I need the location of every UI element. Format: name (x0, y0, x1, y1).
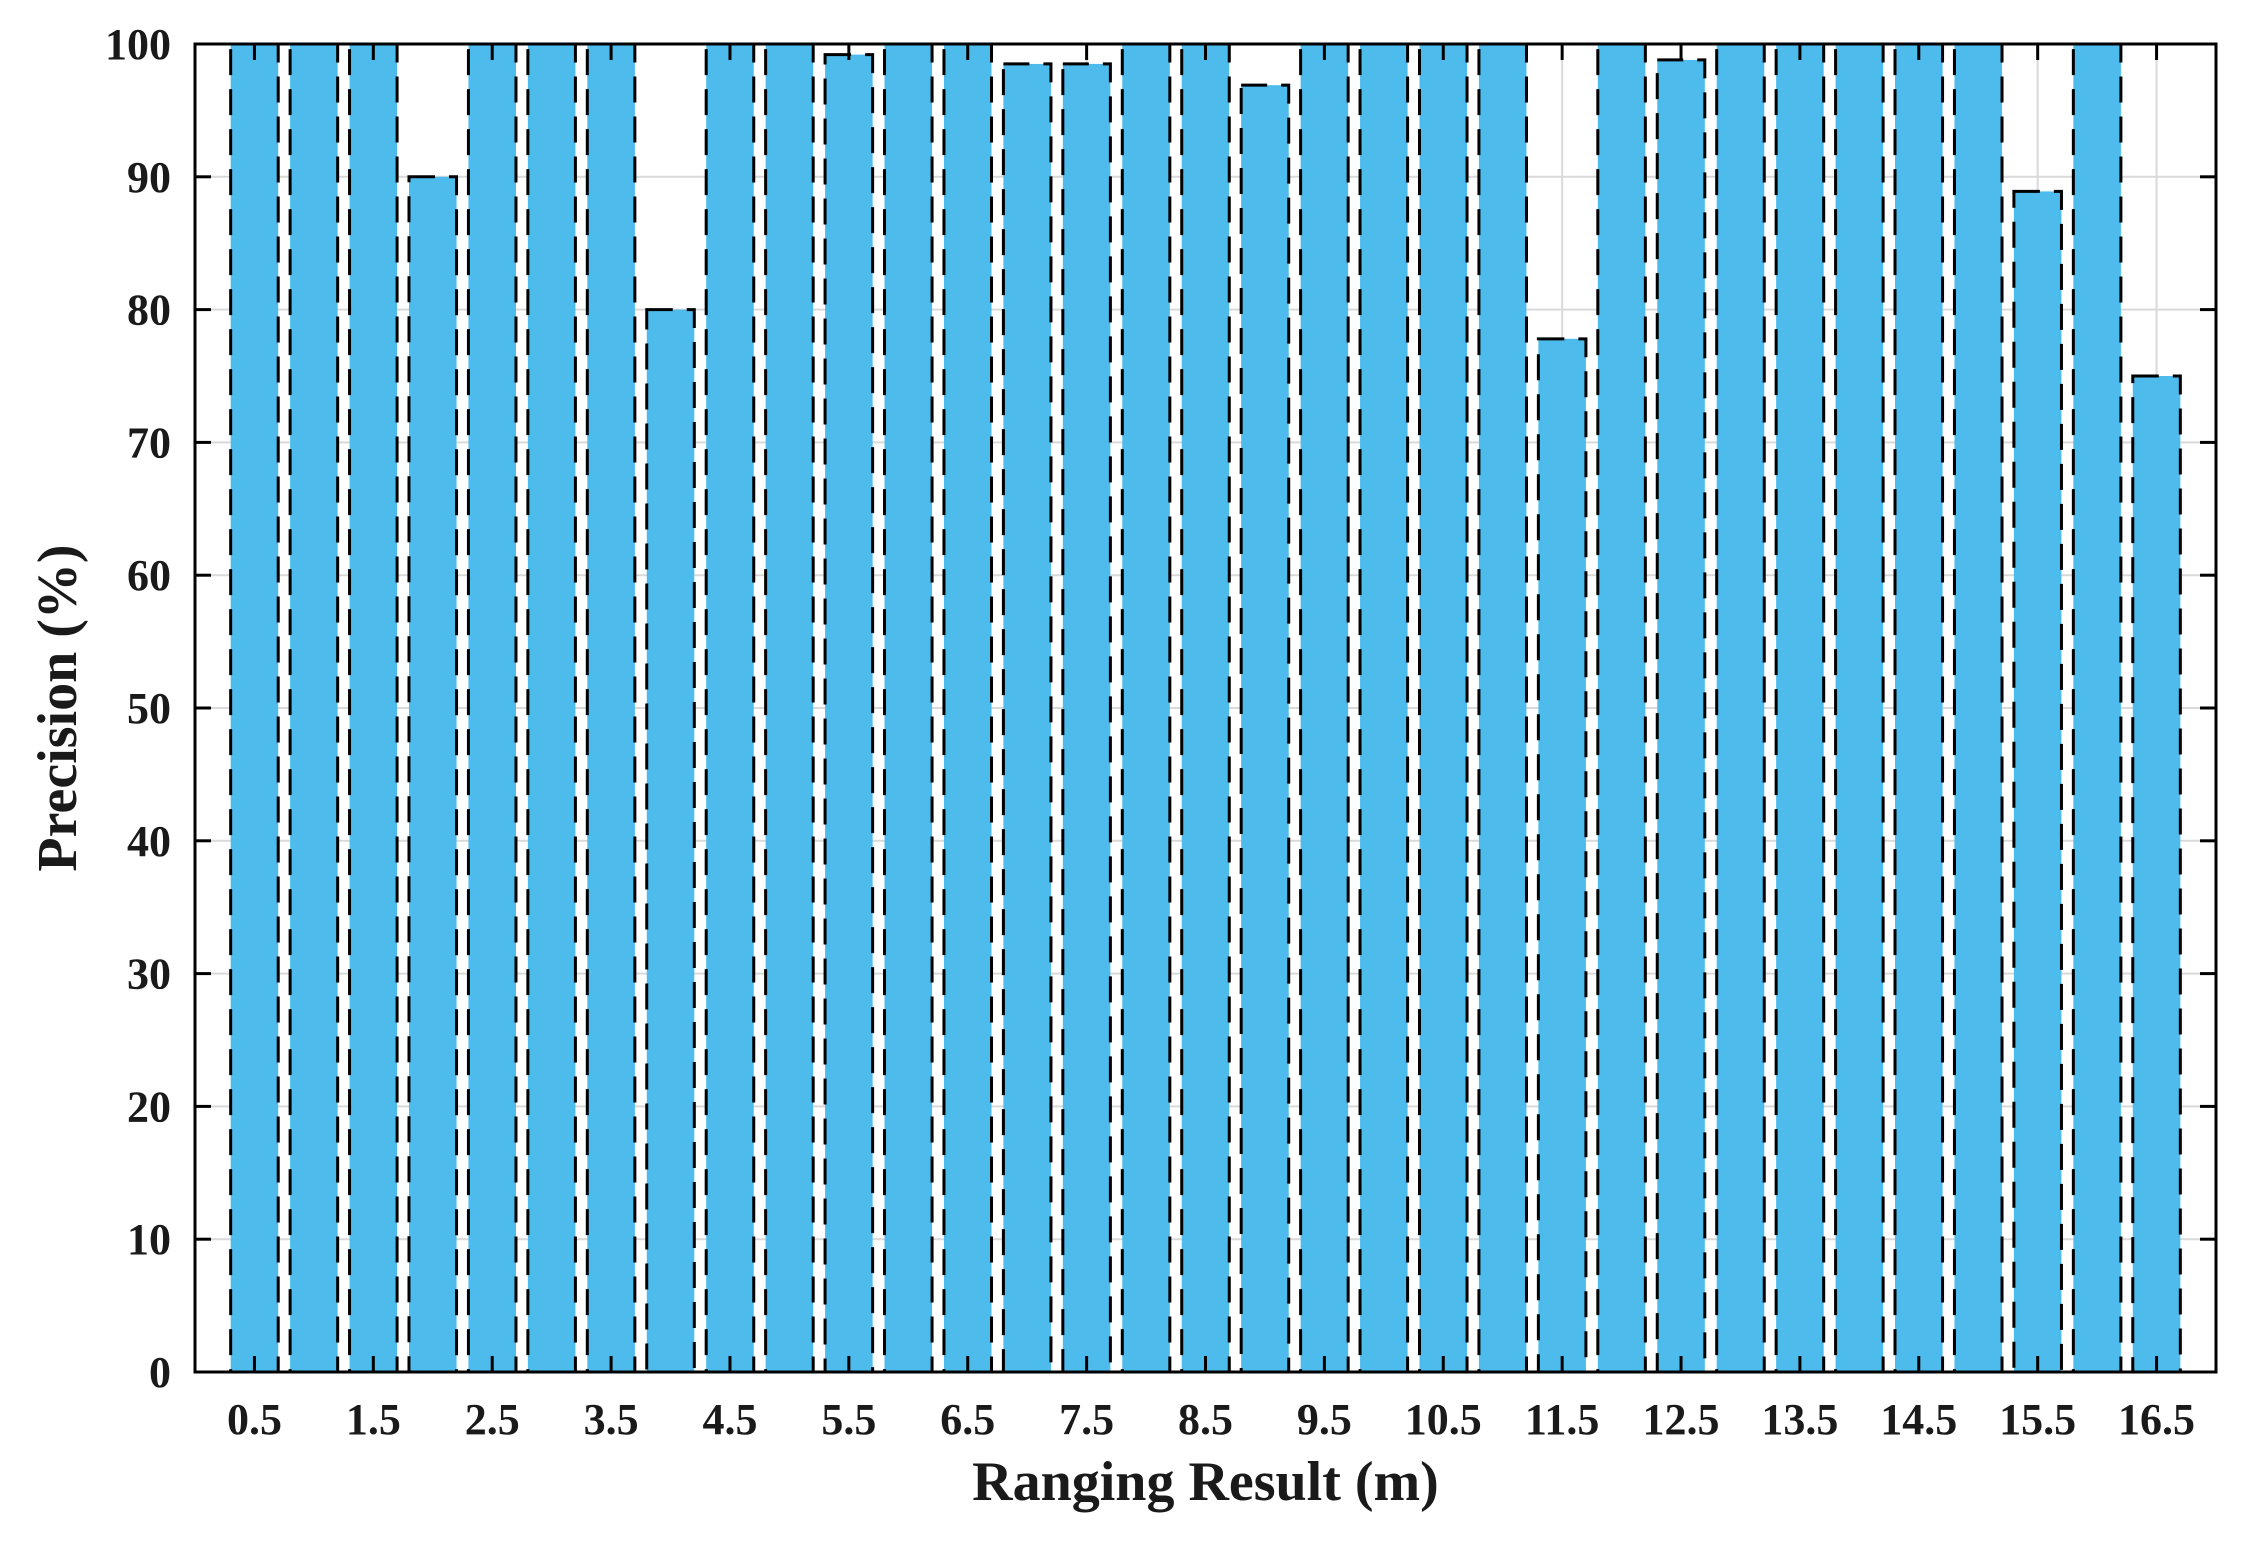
bar (1655, 58, 1707, 1374)
bar (585, 42, 637, 1374)
y-tick-label: 50 (127, 684, 171, 733)
bar (229, 42, 280, 1374)
x-tick-label: 6.5 (940, 1395, 995, 1444)
bar (1536, 337, 1588, 1374)
bar (645, 308, 696, 1374)
bar (704, 42, 756, 1374)
bar (1180, 42, 1231, 1374)
bar (1952, 42, 2004, 1374)
bar (1477, 42, 1528, 1374)
bar (1715, 42, 1766, 1374)
tick-labels: 0 10 20 30 40 50 60 70 80 90 100 0.5 1.5 2.5 3.5 4.5 5.5… (105, 20, 2195, 1444)
x-tick-label: 8.5 (1178, 1395, 1233, 1444)
bar (526, 42, 577, 1374)
bar (1893, 42, 1945, 1374)
bar (942, 42, 994, 1374)
bar (1417, 42, 1469, 1374)
bar (764, 42, 815, 1374)
x-tick-label: 4.5 (702, 1395, 757, 1444)
bar (348, 42, 399, 1374)
bar (2071, 42, 2123, 1374)
x-tick-label: 13.5 (1761, 1395, 1838, 1444)
y-tick-label: 40 (127, 817, 171, 866)
y-tick-label: 90 (127, 153, 171, 202)
bar (883, 42, 934, 1374)
y-tick-label: 70 (127, 418, 171, 467)
y-tick-label: 80 (127, 286, 171, 335)
bar (288, 42, 340, 1374)
y-tick-label: 30 (127, 950, 171, 999)
bar (1596, 42, 1647, 1374)
y-tick-label: 10 (127, 1215, 171, 1264)
bar (1299, 42, 1350, 1374)
x-tick-label: 7.5 (1059, 1395, 1114, 1444)
y-axis-title: Precision (%) (27, 544, 89, 871)
bar (407, 175, 459, 1374)
bar (2131, 374, 2182, 1374)
x-tick-label: 2.5 (465, 1395, 520, 1444)
bar (466, 42, 518, 1374)
bar (823, 53, 875, 1374)
bar (1061, 62, 1112, 1374)
x-tick-label: 1.5 (346, 1395, 401, 1444)
bar (2012, 189, 2063, 1374)
bar (1001, 62, 1053, 1374)
y-tick-label: 20 (127, 1082, 171, 1131)
y-tick-label: 100 (105, 20, 171, 69)
bar (1774, 42, 1826, 1374)
x-axis-title: Ranging Result (m) (972, 1451, 1439, 1513)
x-tick-label: 16.5 (2118, 1395, 2195, 1444)
x-tick-label: 0.5 (227, 1395, 282, 1444)
bar (1834, 42, 1885, 1374)
bar (1120, 42, 1172, 1374)
bar (1358, 42, 1410, 1374)
x-tick-label: 9.5 (1297, 1395, 1352, 1444)
x-tick-label: 5.5 (821, 1395, 876, 1444)
x-tick-label: 10.5 (1405, 1395, 1482, 1444)
x-tick-label: 12.5 (1643, 1395, 1720, 1444)
x-tick-label: 11.5 (1525, 1395, 1600, 1444)
y-tick-label: 60 (127, 551, 171, 600)
y-tick-label: 0 (149, 1348, 171, 1397)
x-tick-label: 15.5 (1999, 1395, 2076, 1444)
ticks (195, 42, 2216, 1374)
x-tick-label: 3.5 (584, 1395, 639, 1444)
x-tick-label: 14.5 (1880, 1395, 1957, 1444)
bar (1239, 83, 1291, 1374)
